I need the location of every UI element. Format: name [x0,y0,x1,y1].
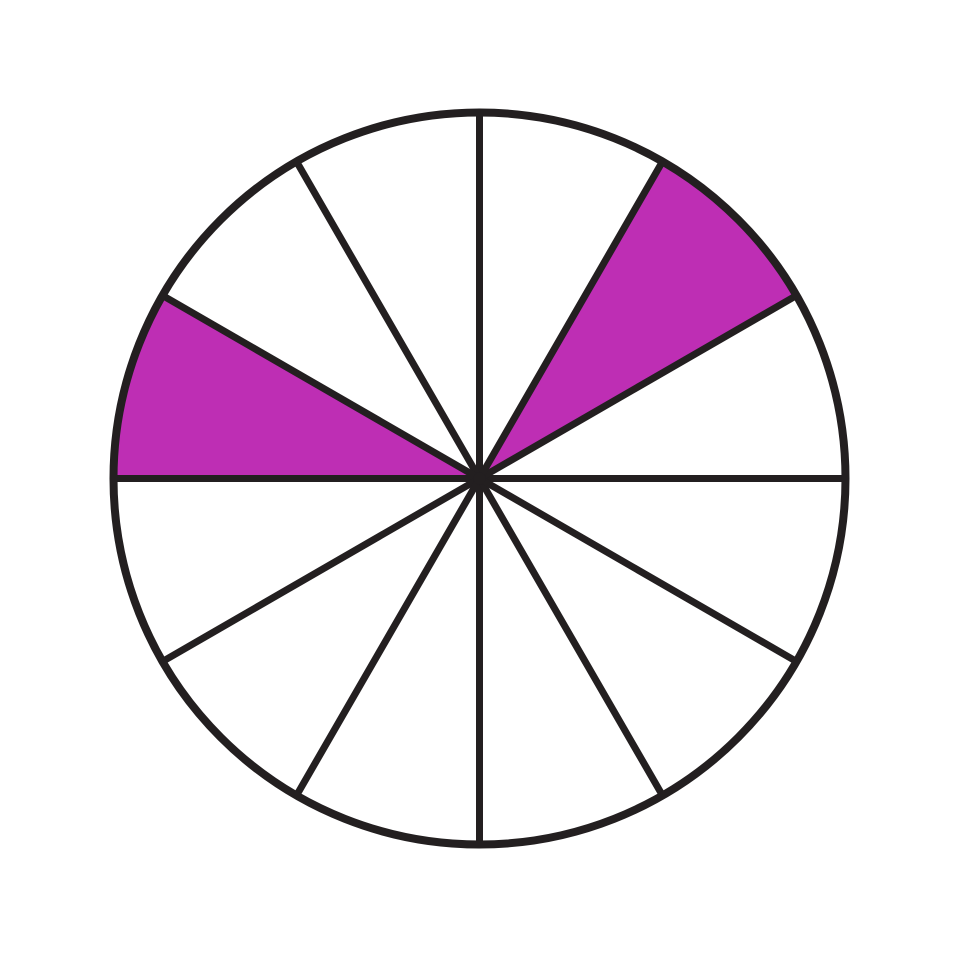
shaded-sector [113,295,480,479]
divider-line [476,476,666,798]
shaded-sector [479,161,797,479]
divider-line [160,475,482,665]
divider-line [293,159,483,481]
unshaded-sector [479,112,663,479]
unshaded-sector [162,478,480,796]
divider-line [160,292,482,482]
unshaded-sector [296,112,480,479]
unshaded-sector [479,478,846,662]
unshaded-sector [479,478,797,796]
divider-line [293,476,483,798]
divider-line [477,292,799,482]
circle-sectors [113,112,846,845]
unshaded-sector [296,478,480,845]
unshaded-sector [162,161,480,479]
divider-line [476,159,666,481]
unshaded-sector [479,478,663,845]
unshaded-sector [113,478,480,662]
divider-line [477,475,799,665]
circle-outline [109,108,850,849]
circle-divider-lines [113,112,846,845]
unshaded-sector [479,295,846,479]
center-point [473,472,486,485]
